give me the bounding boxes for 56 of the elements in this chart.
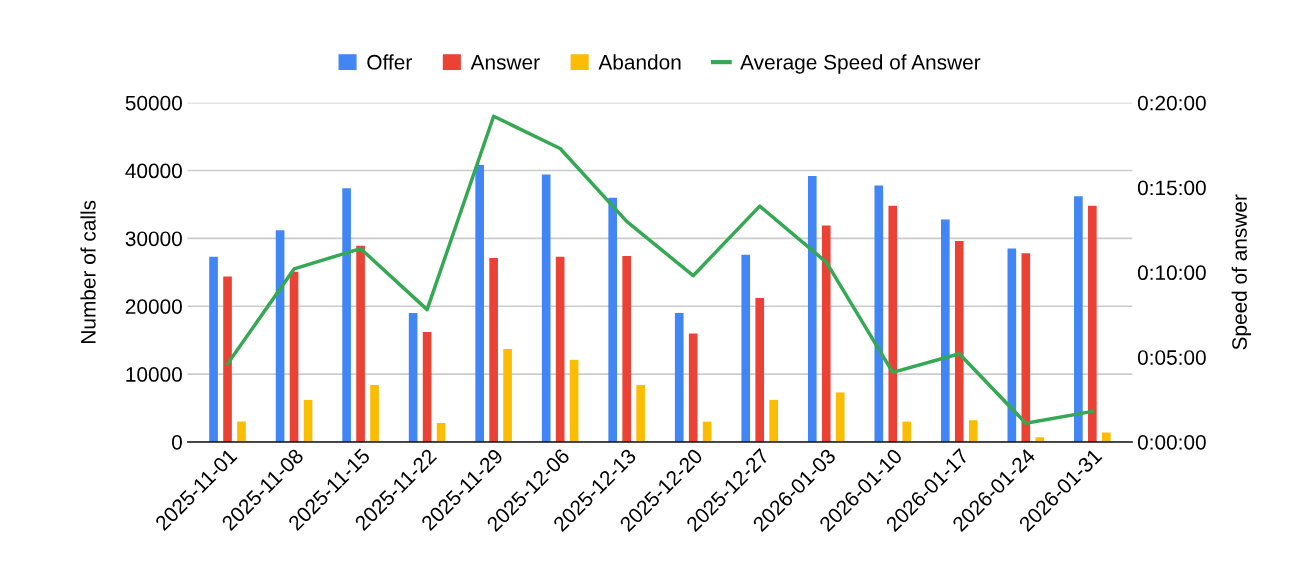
bar [1021, 253, 1031, 442]
bar [503, 348, 512, 442]
bar [608, 197, 618, 442]
bar [835, 392, 845, 442]
bar [874, 185, 884, 442]
bar [342, 188, 351, 442]
bar [303, 399, 313, 442]
bar [1101, 432, 1111, 442]
bar [622, 256, 631, 442]
y-tick-label: 30000 [125, 231, 182, 247]
bar [888, 205, 898, 442]
legend-label: Answer [470, 55, 540, 70]
bar [289, 271, 299, 442]
bar [821, 225, 831, 442]
bar [755, 298, 765, 442]
bar [541, 174, 551, 442]
bar [1088, 205, 1097, 442]
legend-label: Average Speed of Answer [740, 54, 981, 74]
bar [370, 384, 379, 442]
y2-tick-label: 0:05:00 [1137, 350, 1206, 365]
bar [408, 313, 418, 442]
y2-tick-label: 0:15:00 [1137, 180, 1206, 196]
bar [237, 421, 246, 442]
bar [941, 219, 950, 442]
bar [356, 245, 365, 442]
line-series [225, 114, 1095, 426]
y-tick-label: 50000 [125, 95, 182, 111]
bar [688, 333, 698, 442]
y2-tick-label: 0:10:00 [1137, 265, 1206, 281]
bar [807, 175, 817, 442]
bar [555, 256, 565, 442]
y-tick-label: 0 [171, 434, 182, 450]
legend-label: Abandon [598, 54, 681, 70]
bar [741, 254, 751, 442]
y-tick-label: 20000 [125, 299, 182, 314]
bar [209, 256, 218, 442]
bar [674, 313, 684, 442]
legend-label: Offer [367, 54, 412, 70]
y-tick-label: 40000 [125, 163, 182, 179]
bar [954, 241, 964, 442]
y-tick-label: 10000 [126, 367, 182, 382]
bar [569, 359, 579, 442]
bar [422, 332, 432, 442]
y-axis-title: Number of calls [80, 200, 96, 343]
bar [275, 230, 285, 442]
bar [489, 258, 498, 442]
bar [475, 165, 484, 442]
bar [769, 399, 779, 442]
y2-tick-label: 0:20:00 [1137, 95, 1206, 111]
bar [968, 420, 978, 442]
bar [1074, 196, 1083, 442]
y2-axis-title: Speed of answer [1231, 194, 1252, 350]
y2-tick-label: 0:00:00 [1137, 434, 1206, 450]
bar [223, 276, 232, 442]
bar [636, 384, 645, 442]
bar [902, 421, 912, 442]
